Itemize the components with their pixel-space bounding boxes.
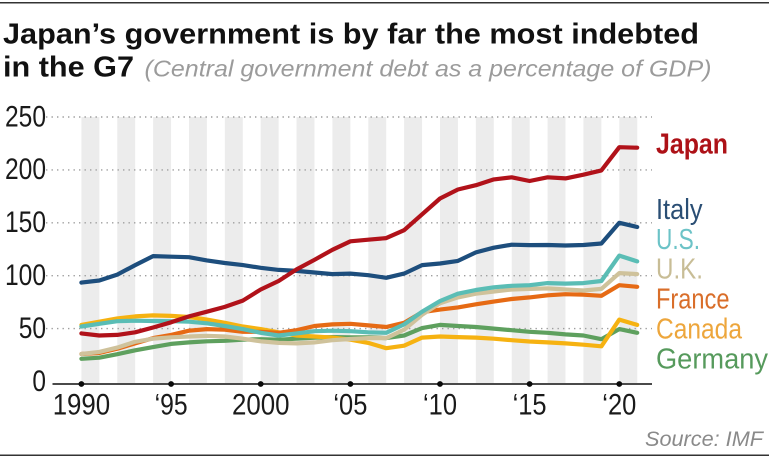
svg-text:Canada: Canada — [656, 314, 743, 346]
svg-text:Source: IMF: Source: IMF — [645, 428, 764, 451]
svg-text:0: 0 — [32, 365, 46, 398]
svg-text:100: 100 — [5, 259, 46, 292]
svg-text:(Central government debt as a: (Central government debt as a percentage… — [145, 55, 712, 81]
svg-text:‘20: ‘20 — [602, 388, 636, 421]
svg-text:Germany: Germany — [656, 344, 768, 376]
svg-text:200: 200 — [5, 153, 46, 186]
svg-text:France: France — [656, 284, 730, 316]
svg-text:in the G7: in the G7 — [3, 52, 134, 84]
svg-text:250: 250 — [5, 100, 46, 133]
svg-text:150: 150 — [5, 206, 46, 239]
svg-text:‘10: ‘10 — [423, 388, 457, 421]
svg-text:U.S.: U.S. — [656, 224, 700, 256]
svg-text:50: 50 — [19, 312, 46, 345]
svg-text:2000: 2000 — [232, 388, 290, 421]
svg-text:U.K.: U.K. — [656, 254, 703, 286]
svg-text:‘95: ‘95 — [155, 388, 188, 421]
svg-text:Japan’s government is by far t: Japan’s government is by far the most in… — [3, 18, 699, 50]
svg-text:Italy: Italy — [656, 194, 703, 226]
svg-text:‘05: ‘05 — [333, 388, 367, 421]
svg-text:‘15: ‘15 — [513, 388, 547, 421]
svg-text:1990: 1990 — [53, 388, 110, 421]
svg-text:Japan: Japan — [656, 129, 728, 161]
